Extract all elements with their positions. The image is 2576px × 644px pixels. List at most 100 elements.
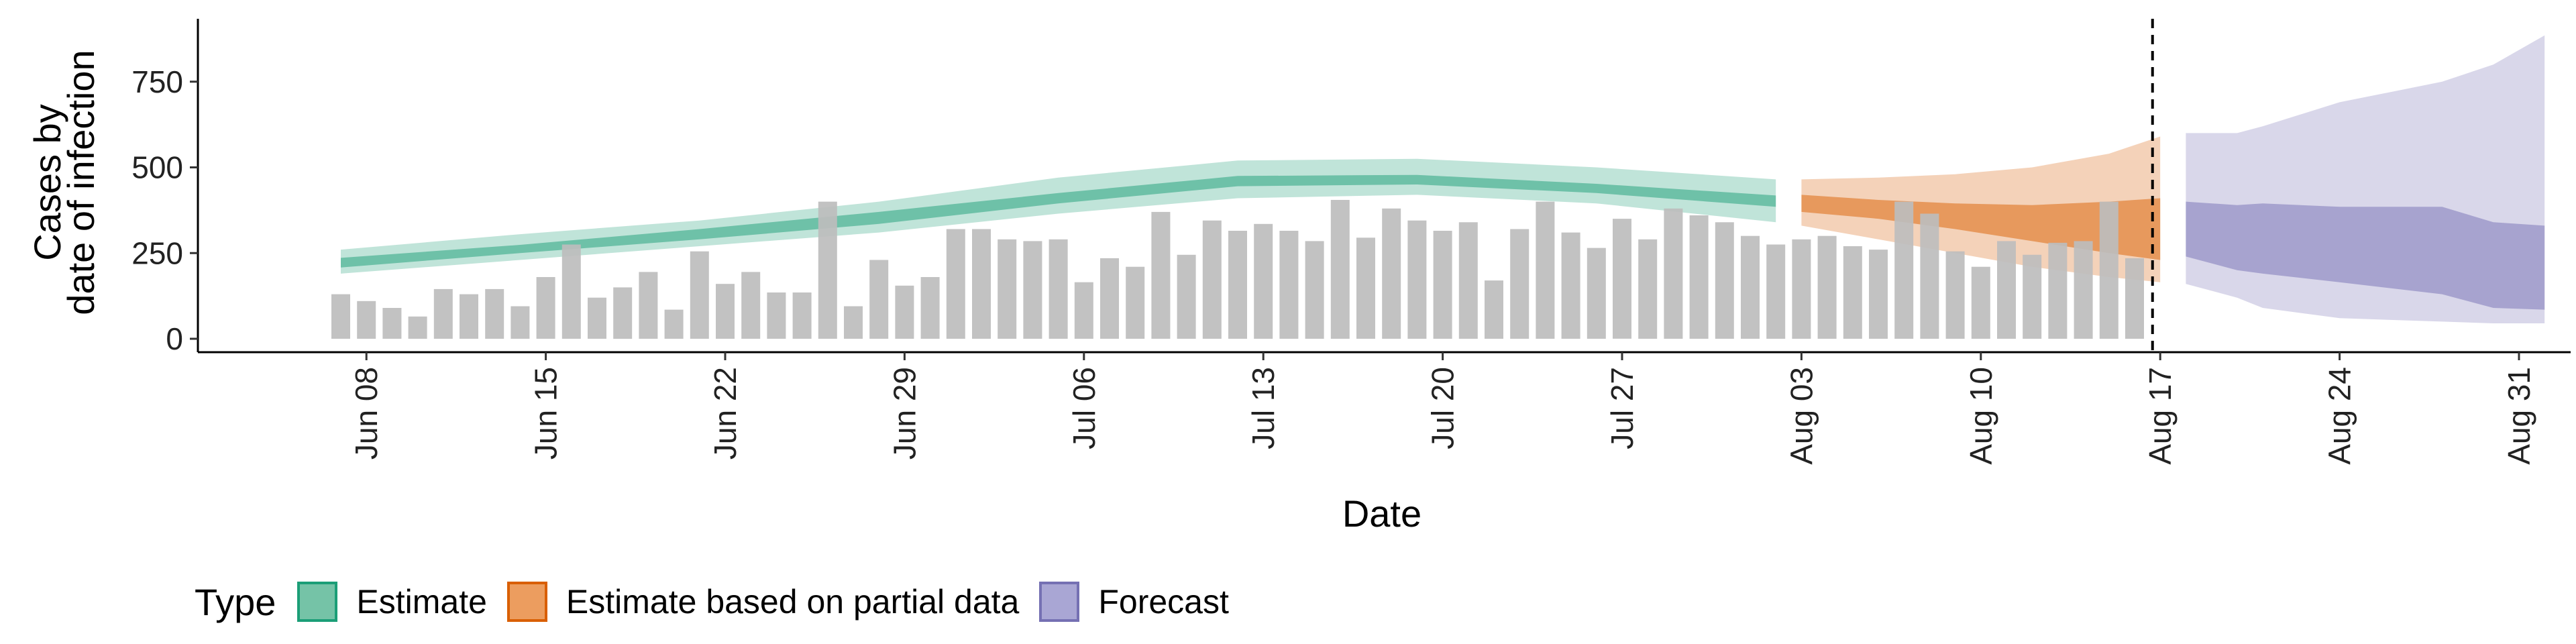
bar: [460, 294, 478, 339]
bar: [946, 229, 965, 339]
bar: [1100, 258, 1119, 339]
legend-label-estimate: Estimate: [356, 583, 487, 621]
bar: [433, 288, 453, 339]
bar: [1023, 241, 1042, 339]
y-tick-label: 0: [166, 321, 183, 356]
legend-title: Type: [195, 580, 276, 623]
legend-item-estimate: Estimate: [297, 582, 487, 622]
bar: [1997, 241, 2016, 339]
x-tick-label: Jun 15: [529, 367, 564, 460]
y-axis-title: Cases by date of infection: [26, 50, 102, 315]
y-tick-label: 750: [131, 64, 183, 99]
bar: [511, 306, 530, 339]
bar: [1177, 254, 1196, 339]
bar: [536, 277, 555, 339]
legend-label-forecast: Forecast: [1098, 583, 1229, 621]
bar: [1433, 231, 1452, 339]
bar: [588, 297, 606, 339]
x-axis-title: Date: [1342, 492, 1421, 535]
legend-key-partial-estimate: [506, 582, 547, 622]
bar: [844, 306, 863, 339]
bar: [613, 287, 633, 339]
legend-key-estimate: [297, 582, 338, 622]
bar: [1920, 213, 1939, 339]
bar: [998, 239, 1017, 339]
partial-estimate-inner-band: [1801, 195, 2161, 260]
bar: [767, 292, 786, 339]
bar: [1792, 239, 1811, 339]
x-tick-label: Jun 22: [708, 367, 743, 460]
bar: [1945, 251, 1965, 339]
bar: [1869, 250, 1888, 339]
bar: [1587, 248, 1606, 339]
bar: [792, 292, 812, 339]
y-tick-label: 250: [131, 235, 183, 270]
bar: [869, 260, 889, 339]
bar: [2023, 254, 2042, 339]
bar: [818, 201, 837, 339]
x-tick-label: Jul 27: [1605, 367, 1640, 449]
x-tick-label: Jul 20: [1426, 367, 1460, 449]
bar: [408, 316, 427, 339]
bar: [1510, 229, 1529, 339]
bar: [1151, 211, 1171, 339]
estimate-outer-band: [341, 158, 1776, 274]
bar: [1382, 208, 1401, 339]
bar: [2125, 258, 2144, 339]
bar: [716, 284, 735, 339]
bar: [1689, 215, 1709, 339]
bar: [741, 272, 761, 339]
bar: [1330, 200, 1350, 339]
bar: [485, 288, 504, 339]
x-tick-label: Aug 24: [2322, 367, 2357, 465]
legend-item-partial-estimate: Estimate based on partial data: [506, 582, 1020, 622]
x-tick-label: Jun 29: [887, 367, 922, 460]
bar: [1074, 282, 1093, 339]
y-axis-title-line-2: date of infection: [60, 50, 102, 315]
bar: [1843, 246, 1862, 339]
bar: [1407, 220, 1427, 339]
bar: [2099, 201, 2118, 339]
bar: [1458, 222, 1478, 339]
bar: [1485, 280, 1503, 339]
bar: [1279, 231, 1299, 339]
bar: [1971, 266, 1990, 339]
bar: [561, 244, 581, 339]
bar: [1664, 208, 1683, 339]
bar: [1228, 231, 1247, 339]
x-tick-label: Aug 10: [1964, 367, 1998, 465]
bar: [1254, 223, 1273, 339]
bar: [1356, 237, 1375, 339]
bar: [1536, 201, 1555, 339]
legend-key-forecast: [1039, 582, 1080, 622]
bar: [2074, 241, 2093, 339]
x-tick-label: Jun 08: [349, 367, 384, 460]
forecast-inner-band: [2186, 201, 2545, 310]
estimate-inner-band: [341, 174, 1776, 268]
bar: [1613, 219, 1631, 339]
x-tick-label: Aug 31: [2502, 367, 2536, 465]
bar: [1305, 241, 1324, 339]
bar: [1766, 244, 1786, 339]
reported-case-bars: [331, 200, 2144, 339]
bar: [382, 308, 402, 339]
legend-item-forecast: Forecast: [1039, 582, 1229, 622]
bar: [1715, 222, 1734, 339]
bar: [664, 309, 684, 339]
x-tick-label: Jul 13: [1246, 367, 1281, 449]
legend-label-partial-estimate: Estimate based on partial data: [566, 583, 1020, 621]
bar: [1741, 235, 1760, 339]
x-tick-label: Aug 03: [1784, 367, 1819, 465]
bar: [1638, 239, 1658, 339]
y-axis-title-line-1: Cases by: [26, 104, 68, 260]
legend: Type Estimate Estimate based on partial …: [195, 578, 1249, 625]
bar: [1817, 235, 1837, 339]
x-tick-label: Aug 17: [2143, 367, 2178, 465]
x-tick-label: Jul 06: [1067, 367, 1102, 449]
chart-axes: 0 250 500 750 Jun 08 Jun 15 Jun 22 Jun 29 Jul 06…: [131, 19, 2571, 465]
bar: [972, 229, 991, 339]
bar: [1202, 220, 1222, 339]
bar: [920, 277, 940, 339]
bar: [1049, 239, 1068, 339]
